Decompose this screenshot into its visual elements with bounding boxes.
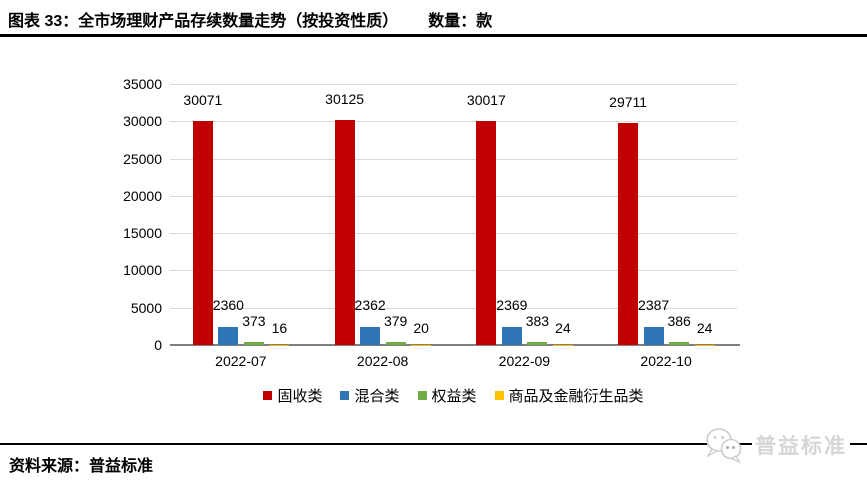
y-axis-label: 10000 xyxy=(123,262,162,279)
legend: 固收类 混合类 权益类 商品及金融衍生品类 xyxy=(170,385,737,406)
bar-value-label: 16 xyxy=(271,319,288,336)
legend-swatch xyxy=(494,391,504,400)
y-axis-label: 0 xyxy=(154,337,162,353)
bar xyxy=(334,120,355,345)
y-axis-label: 35000 xyxy=(123,76,162,92)
logo-text: 普益标准 xyxy=(752,429,850,461)
bar xyxy=(618,123,639,345)
bar xyxy=(360,327,381,345)
y-axis-label: 30000 xyxy=(123,113,162,130)
gridline xyxy=(170,158,737,160)
bar-value-label: 30017 xyxy=(466,92,506,109)
y-axis-label: 25000 xyxy=(123,150,162,167)
bar-value-label: 2387 xyxy=(638,297,670,314)
bar-value-label: 29711 xyxy=(609,94,648,111)
x-axis-label: 2022-08 xyxy=(356,353,409,369)
gridline xyxy=(170,121,737,123)
y-axis-label: 5000 xyxy=(130,299,162,316)
x-axis-label: 2022-10 xyxy=(640,353,692,369)
gridline xyxy=(170,307,737,309)
bar xyxy=(243,342,264,345)
source-text: 资料来源：普益标准 xyxy=(9,458,154,475)
x-axis-label: 2022-07 xyxy=(215,353,267,369)
bar xyxy=(527,342,548,345)
gridline xyxy=(170,270,737,272)
bar-value-label: 2360 xyxy=(212,297,244,314)
legend-swatch xyxy=(417,391,427,400)
bar-value-label: 24 xyxy=(555,319,571,336)
bar-value-label: 2369 xyxy=(496,297,528,314)
legend-item: 权益类 xyxy=(417,385,477,406)
legend-item: 固收类 xyxy=(263,385,322,406)
figure-unit-label: 数量：款 xyxy=(428,13,493,30)
x-axis-label: 2022-09 xyxy=(498,353,551,369)
bar-value-label: 30125 xyxy=(325,91,365,108)
y-axis-label: 20000 xyxy=(123,187,162,204)
bottom-divider xyxy=(0,443,867,445)
legend-swatch xyxy=(263,391,273,400)
bar xyxy=(669,342,690,345)
bar-value-label: 24 xyxy=(696,319,713,336)
bar xyxy=(476,121,497,345)
gridline xyxy=(170,84,737,85)
bar-value-label: 383 xyxy=(525,313,550,330)
legend-item: 混合类 xyxy=(340,385,400,406)
gridline xyxy=(170,233,737,235)
legend-label: 商品及金融衍生品类 xyxy=(508,388,644,405)
brand-logo: 普益标准 xyxy=(704,424,850,466)
legend-label: 混合类 xyxy=(354,388,400,405)
bar-value-label: 373 xyxy=(242,313,266,330)
figure-title: 图表 33：全市场理财产品存续数量走势（按投资性质） xyxy=(8,13,399,30)
bar-value-label: 20 xyxy=(413,319,429,336)
bar-value-label: 30071 xyxy=(183,91,223,108)
bar xyxy=(501,327,522,345)
top-divider xyxy=(0,34,867,37)
bar xyxy=(218,327,239,345)
legend-swatch xyxy=(340,391,350,400)
bar-value-label: 2362 xyxy=(354,297,386,314)
bar-value-label: 379 xyxy=(383,313,408,330)
wechat-icon xyxy=(706,428,742,464)
legend-label: 权益类 xyxy=(431,388,477,405)
bar-value-label: 386 xyxy=(667,313,691,330)
x-axis-line xyxy=(170,344,740,346)
legend-item: 商品及金融衍生品类 xyxy=(494,385,644,406)
legend-label: 固收类 xyxy=(277,388,323,405)
bar xyxy=(385,342,406,345)
gridline xyxy=(170,195,737,197)
bar xyxy=(192,120,213,345)
bar xyxy=(643,327,664,345)
figure-caption: 图表 33：全市场理财产品存续数量走势（按投资性质） 数量：款 xyxy=(8,7,492,31)
y-axis-label: 15000 xyxy=(123,225,162,242)
